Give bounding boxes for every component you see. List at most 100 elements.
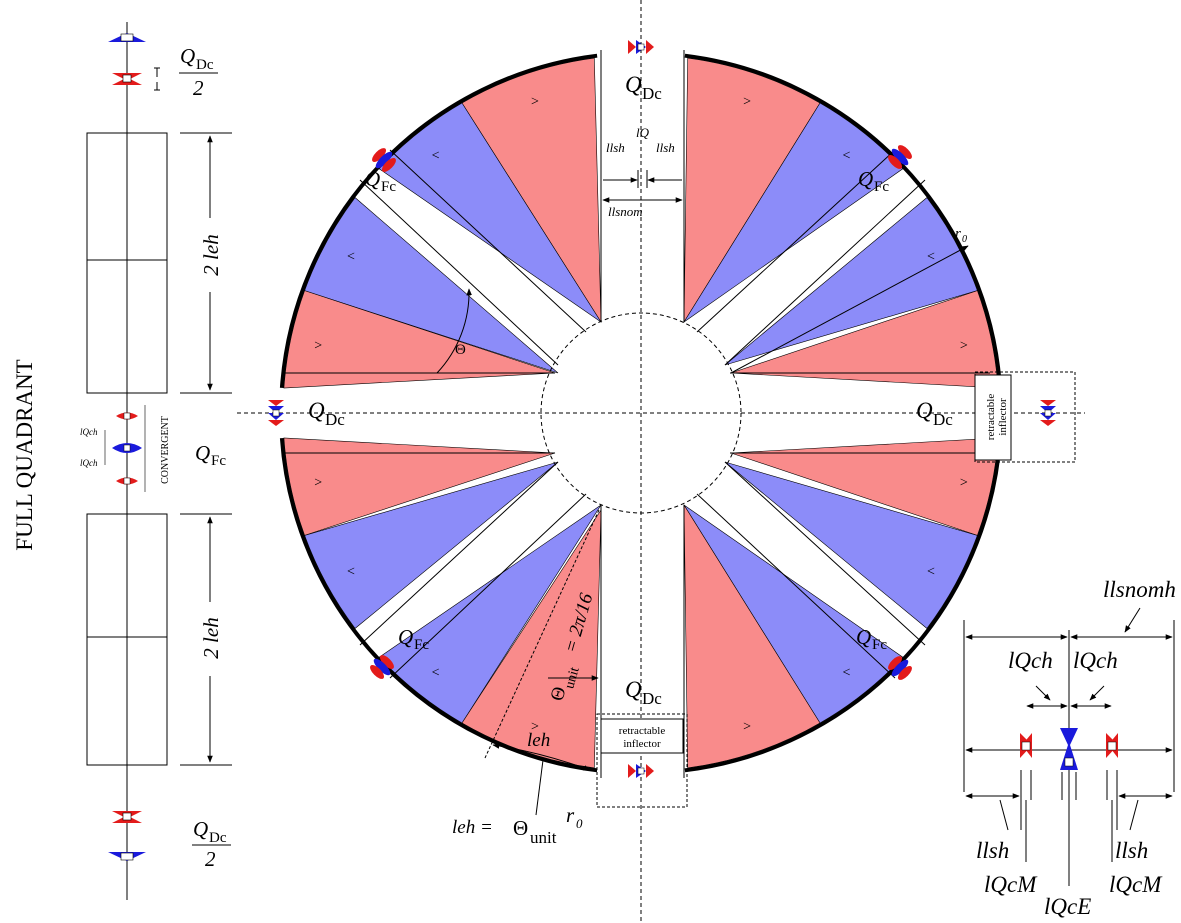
diag-quad-ne <box>888 145 912 169</box>
ring: > < < > > < < > > < < > > < < > <box>237 0 1085 923</box>
bottom-half-dc-magnet <box>108 852 146 861</box>
sector-chevron-mark: < <box>432 149 440 164</box>
left-quad-doublet <box>268 400 284 426</box>
svg-text:inflector: inflector <box>997 398 1009 436</box>
label-qfc-ne: Q Fc <box>858 167 889 195</box>
label-qfc-sw: Q Fc <box>398 625 429 653</box>
detail-lqch-right: lQch <box>1073 648 1118 673</box>
sector-chevron-mark: > <box>531 95 539 110</box>
svg-text:Q: Q <box>916 398 933 423</box>
svg-text:Θ: Θ <box>455 342 466 358</box>
r0-radius: r 0 <box>730 226 969 374</box>
sector-chevron-mark: < <box>927 250 935 265</box>
svg-text:Dc: Dc <box>642 689 662 708</box>
sector-chevron-mark: > <box>743 95 751 110</box>
svg-text:Q: Q <box>193 817 208 841</box>
svg-text:unit: unit <box>562 665 582 690</box>
sector-chevron-mark: < <box>347 565 355 580</box>
llsnomh-label: llsnomh <box>1103 577 1176 602</box>
blue-sector-13 <box>304 461 559 629</box>
mid-label-qfc: Q Fc <box>195 441 226 469</box>
svg-text:inflector: inflector <box>623 738 661 750</box>
svg-text:Θ: Θ <box>513 816 528 840</box>
sector-chevron-mark: < <box>842 149 850 164</box>
svg-text:Q: Q <box>365 167 380 191</box>
label-qfc-nw: Q Fc <box>365 167 396 195</box>
svg-text:Dc: Dc <box>933 410 953 429</box>
sector-chevron-mark: < <box>432 665 440 680</box>
svg-text:Q: Q <box>858 167 873 191</box>
detail-lqcm-left: lQcM <box>984 872 1038 897</box>
llsnom-label: llsnom <box>608 204 643 219</box>
svg-text:retractable: retractable <box>985 394 997 441</box>
sector-chevron-mark: < <box>842 665 850 680</box>
llsh-left-label: llsh <box>606 140 625 155</box>
bottom-fc-magnet <box>112 811 142 823</box>
sector-chevron-mark: > <box>960 476 968 491</box>
red-sector-4 <box>683 57 821 324</box>
svg-text:Dc: Dc <box>325 410 345 429</box>
svg-text:Q: Q <box>625 72 642 97</box>
svg-text:Q: Q <box>625 677 642 702</box>
llsh-right-label: llsh <box>656 140 675 155</box>
svg-text:Q: Q <box>856 625 871 649</box>
lq-label: lQ <box>636 125 650 140</box>
lower-2leh-label: 2 leh <box>199 617 223 658</box>
diag-quad-nw <box>372 148 396 172</box>
label-qdc-left: Q Dc <box>308 398 345 429</box>
label-qdc-right: Q Dc <box>916 398 953 429</box>
svg-text:Q: Q <box>308 398 325 423</box>
svg-text:r: r <box>566 803 575 827</box>
top-quad-doublet <box>628 40 654 54</box>
sector-group: > < < > > < < > > < < > > < < > <box>283 57 999 769</box>
svg-text:r: r <box>955 226 961 242</box>
lqch-b-label: lQch <box>80 458 98 468</box>
svg-text:Fc: Fc <box>211 453 226 469</box>
svg-text:unit: unit <box>530 828 557 847</box>
label-qfc-se: Q Fc <box>856 625 887 653</box>
convergent-label: CONVERGENT <box>160 416 171 484</box>
top-half-dc-magnet <box>108 33 146 42</box>
detail-lqce: lQcE <box>1044 894 1091 919</box>
svg-text:2: 2 <box>193 76 204 100</box>
sector-chevron-mark: > <box>743 720 751 735</box>
detail-panel: llsnomh lQch lQch <box>963 577 1176 919</box>
label-qdc-top: Q Dc <box>625 72 662 103</box>
detail-lqch-left: lQch <box>1008 648 1053 673</box>
top-fc-magnet <box>112 67 160 91</box>
left-column: FULL QUADRANT Q Dc 2 2 leh <box>12 22 232 900</box>
bottom-quad-doublet <box>628 764 654 778</box>
svg-text:leh =: leh = <box>452 817 493 838</box>
bottom-label-qdc-half: Q Dc 2 <box>192 817 231 871</box>
sector-chevron-mark: > <box>960 338 968 353</box>
svg-text:leh: leh <box>527 730 550 751</box>
svg-text:Dc: Dc <box>642 84 662 103</box>
detail-quad-center <box>1060 728 1078 770</box>
sector-chevron-mark: > <box>531 720 539 735</box>
upper-2leh-label: 2 leh <box>199 234 223 275</box>
red-sector-11 <box>683 503 821 769</box>
leh-formula: leh = Θ unit r 0 <box>452 803 583 847</box>
svg-text:Dc: Dc <box>209 830 227 846</box>
svg-text:2: 2 <box>205 847 216 871</box>
svg-text:Fc: Fc <box>872 637 887 653</box>
lower-dipole-box-b <box>86 636 168 766</box>
sector-chevron-mark: < <box>347 250 355 265</box>
upper-dipole-box-b <box>86 259 168 394</box>
svg-text:Dc: Dc <box>196 57 214 73</box>
detail-quad-right <box>1106 733 1118 758</box>
top-label-qdc-half: Q Dc 2 <box>179 44 218 100</box>
label-qdc-bottom: Q Dc <box>625 677 662 708</box>
sector-chevron-mark: > <box>314 476 322 491</box>
svg-text:0: 0 <box>962 234 967 245</box>
detail-quad-left <box>1020 733 1032 758</box>
detail-llsh-left: llsh <box>976 838 1009 863</box>
blue-sector-9 <box>724 461 978 629</box>
lqch-a-label: lQch <box>80 427 98 437</box>
svg-text:0: 0 <box>576 816 583 831</box>
diag-quad-se <box>888 656 912 680</box>
llsnom-dimension: llsh llsh lQ llsnom <box>600 125 685 219</box>
svg-text:Q: Q <box>195 441 210 465</box>
sector-chevron-mark: < <box>927 565 935 580</box>
